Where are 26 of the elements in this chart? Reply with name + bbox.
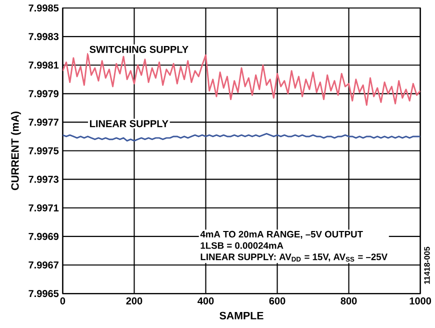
series-label: SWITCHING SUPPLY [90,46,188,53]
x-tick-label: 200 [126,297,142,304]
y-tick-label: 7.9977 [28,118,58,126]
y-tick-label: 7.9981 [28,61,59,69]
y-tick-label: 7.9965 [28,290,59,297]
y-tick-label: 7.9983 [28,32,59,40]
x-tick-label: 800 [340,297,357,304]
y-tick-label: 7.9973 [28,176,59,183]
y-axis-title: CURRENT (mA) [10,111,21,190]
x-tick-label: 1000 [410,297,432,304]
y-tick-label: 7.9971 [28,204,59,212]
y-tick-label: 7.9979 [28,90,59,98]
x-axis-title: SAMPLE [220,312,264,320]
line-series [62,52,420,106]
x-tick-label: 0 [60,297,66,304]
y-tick-label: 7.9969 [28,232,59,240]
y-tick-label: 7.9975 [28,147,59,154]
y-tick-label: 7.9985 [28,4,59,12]
y-tick-label: 7.9967 [28,261,58,268]
series-label: LINEAR SUPPLY [90,120,168,128]
annotation: 4mA TO 20mA RANGE, –5V OUTPUT [200,230,363,239]
x-tick-label: 400 [198,297,214,304]
annotation: 1LSB = 0.00024mA [200,242,284,249]
annotation: LINEAR SUPPLY: AV$_{DD}$ = 15V, AV$_{SS}$ = –25V [200,253,388,262]
text: 11418-005 [424,246,430,284]
x-tick-label: 600 [269,297,286,304]
